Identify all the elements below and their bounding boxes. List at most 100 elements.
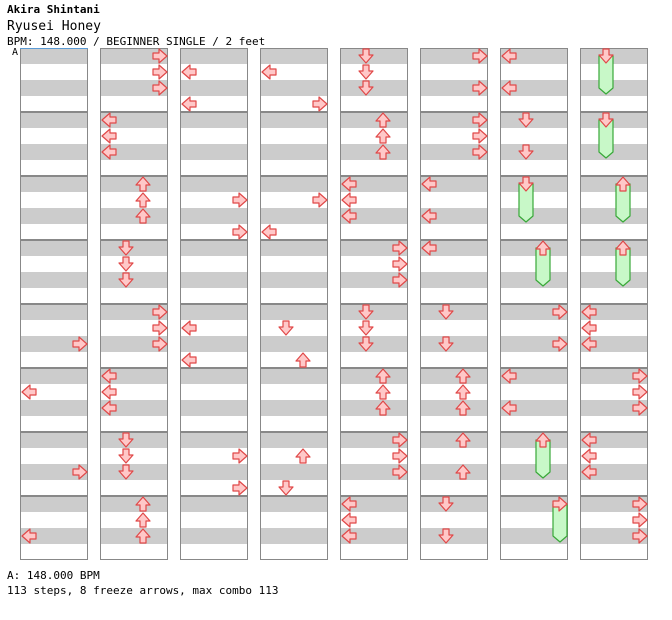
beat-stripe xyxy=(260,432,328,448)
measure-box xyxy=(260,304,328,368)
bpm-marker-label: A xyxy=(12,47,19,58)
step-arrow-right xyxy=(632,496,648,512)
beat-stripe xyxy=(420,80,488,96)
measure-box xyxy=(180,176,248,240)
step-arrow-right xyxy=(152,80,168,96)
measure-box xyxy=(580,112,648,176)
step-arrow-down xyxy=(438,304,454,320)
step-arrow-left xyxy=(341,208,357,224)
beat-stripe xyxy=(100,176,168,192)
step-arrow-up xyxy=(455,432,471,448)
beat-stripe xyxy=(500,368,568,384)
beat-stripe xyxy=(20,272,88,288)
beat-stripe xyxy=(100,80,168,96)
beat-stripe xyxy=(580,208,648,224)
measure-box xyxy=(340,304,408,368)
measure-box xyxy=(20,304,88,368)
measure-box xyxy=(180,368,248,432)
measure-box xyxy=(20,112,88,176)
beat-stripe xyxy=(20,528,88,544)
step-arrow-down xyxy=(118,464,134,480)
freeze-head-down xyxy=(598,48,614,64)
beat-stripe xyxy=(180,208,248,224)
beat-stripe xyxy=(500,496,568,512)
beat-stripe xyxy=(180,240,248,256)
beat-stripe xyxy=(420,400,488,416)
beat-stripe xyxy=(500,432,568,448)
step-arrow-up xyxy=(375,400,391,416)
beat-stripe xyxy=(420,112,488,128)
step-arrow-up xyxy=(295,448,311,464)
beat-stripe xyxy=(580,176,648,192)
beat-stripe xyxy=(260,112,328,128)
beat-stripe xyxy=(340,112,408,128)
beat-stripe xyxy=(420,240,488,256)
beat-stripe xyxy=(260,496,328,512)
step-arrow-right xyxy=(392,240,408,256)
beat-stripe xyxy=(580,432,648,448)
step-arrow-right xyxy=(472,112,488,128)
step-arrow-up xyxy=(135,496,151,512)
beat-stripe xyxy=(100,368,168,384)
beat-stripe xyxy=(580,144,648,160)
beat-stripe xyxy=(180,432,248,448)
step-arrow-left xyxy=(181,352,197,368)
beat-stripe xyxy=(420,304,488,320)
step-arrow-right xyxy=(232,192,248,208)
step-arrow-right xyxy=(312,96,328,112)
beat-stripe xyxy=(500,176,568,192)
step-arrow-down xyxy=(358,304,374,320)
measure-box xyxy=(340,432,408,496)
step-arrow-down xyxy=(118,240,134,256)
beat-stripe xyxy=(20,336,88,352)
step-arrow-down xyxy=(358,64,374,80)
beat-stripe xyxy=(500,208,568,224)
measure-box xyxy=(100,176,168,240)
beat-stripe xyxy=(340,80,408,96)
measure-box xyxy=(420,368,488,432)
beat-stripe xyxy=(100,336,168,352)
beat-stripe xyxy=(260,144,328,160)
step-arrow-right xyxy=(392,256,408,272)
step-arrow-right xyxy=(472,48,488,64)
beat-stripe xyxy=(180,496,248,512)
step-arrow-left xyxy=(261,224,277,240)
beat-stripe xyxy=(20,240,88,256)
measure-box xyxy=(180,48,248,112)
beat-stripe xyxy=(580,80,648,96)
measure-box xyxy=(340,112,408,176)
step-arrow-up xyxy=(375,368,391,384)
beat-stripe xyxy=(340,432,408,448)
beat-stripe xyxy=(340,496,408,512)
beat-stripe xyxy=(100,144,168,160)
measure-box xyxy=(260,432,328,496)
step-arrow-up xyxy=(375,128,391,144)
step-arrow-up xyxy=(135,512,151,528)
step-arrow-left xyxy=(581,448,597,464)
step-arrow-up xyxy=(375,384,391,400)
measure-box xyxy=(500,112,568,176)
step-arrow-left xyxy=(101,128,117,144)
step-arrow-left xyxy=(581,464,597,480)
beat-stripe xyxy=(20,464,88,480)
beat-stripe xyxy=(180,336,248,352)
beat-stripe xyxy=(260,464,328,480)
measure-box xyxy=(260,48,328,112)
chart-meta: BPM: 148.000 / BEGINNER SINGLE / 2 feet xyxy=(7,35,266,48)
beat-stripe xyxy=(340,528,408,544)
beat-stripe xyxy=(500,272,568,288)
step-arrow-down xyxy=(438,528,454,544)
step-arrow-right xyxy=(472,128,488,144)
step-arrow-down xyxy=(358,336,374,352)
step-arrow-left xyxy=(101,368,117,384)
beat-stripe xyxy=(20,208,88,224)
beat-stripe xyxy=(100,48,168,64)
measure-box xyxy=(180,432,248,496)
beat-stripe xyxy=(260,240,328,256)
beat-stripe xyxy=(500,336,568,352)
step-arrow-left xyxy=(181,320,197,336)
measure-box xyxy=(580,432,648,496)
beat-stripe xyxy=(420,496,488,512)
freeze-head-up xyxy=(535,240,551,256)
